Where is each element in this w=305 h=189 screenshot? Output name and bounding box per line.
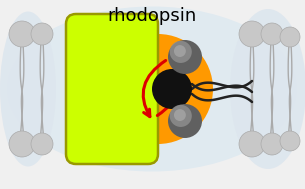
Circle shape: [31, 23, 53, 45]
Circle shape: [170, 105, 192, 127]
Text: rhodopsin: rhodopsin: [107, 7, 197, 25]
FancyBboxPatch shape: [66, 14, 158, 164]
Circle shape: [280, 131, 300, 151]
Circle shape: [152, 69, 192, 109]
Circle shape: [239, 131, 265, 157]
Circle shape: [174, 45, 186, 57]
Ellipse shape: [230, 9, 305, 169]
Circle shape: [170, 41, 192, 63]
Circle shape: [174, 109, 186, 121]
Circle shape: [9, 21, 35, 47]
Circle shape: [168, 104, 202, 138]
Ellipse shape: [0, 12, 56, 167]
Wedge shape: [158, 34, 213, 144]
Ellipse shape: [7, 6, 297, 171]
Circle shape: [31, 133, 53, 155]
Circle shape: [239, 21, 265, 47]
Circle shape: [261, 23, 283, 45]
Circle shape: [261, 133, 283, 155]
Circle shape: [168, 40, 202, 74]
Circle shape: [280, 27, 300, 47]
Circle shape: [9, 131, 35, 157]
